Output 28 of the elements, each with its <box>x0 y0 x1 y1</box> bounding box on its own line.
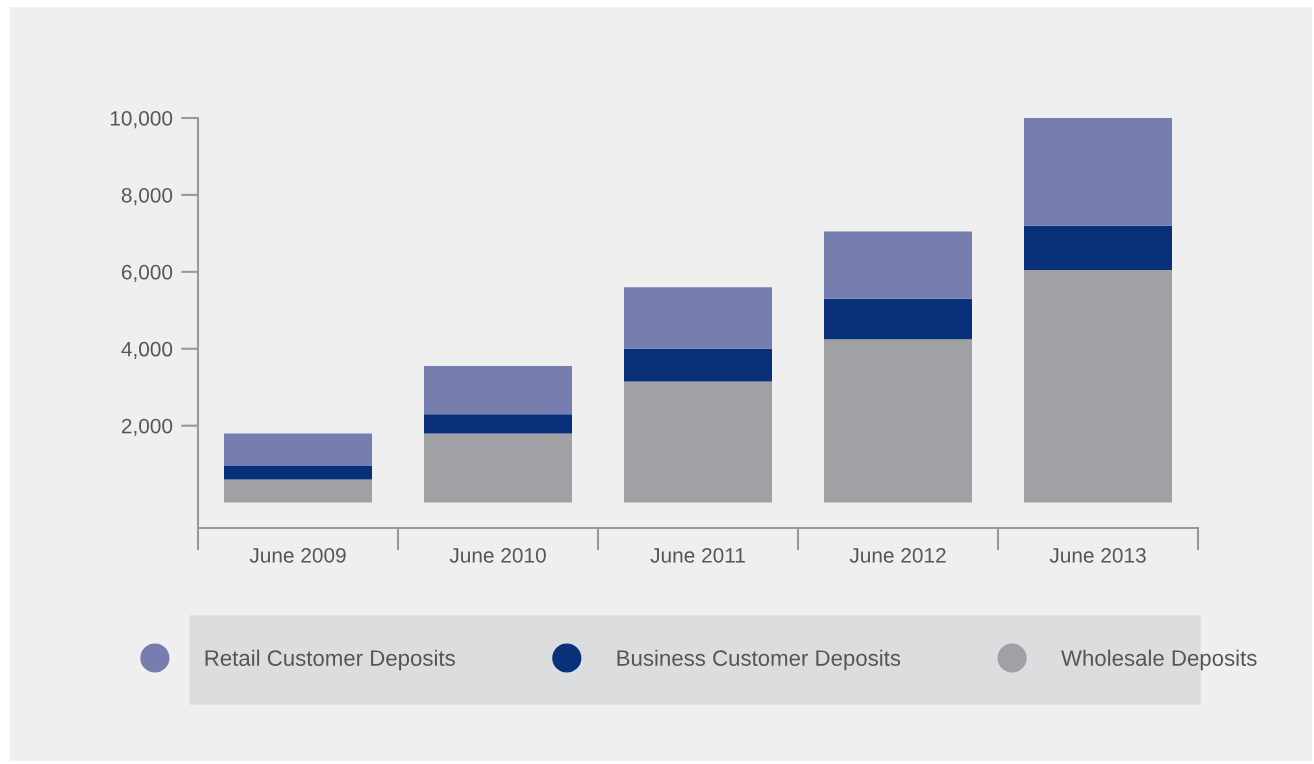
bar <box>824 231 972 299</box>
bar <box>1024 118 1172 226</box>
bar <box>224 433 372 467</box>
y-tick-label: 10,000 <box>110 111 173 129</box>
bar <box>224 466 372 480</box>
bar <box>424 366 572 415</box>
x-tick-label: June 2011 <box>650 547 745 563</box>
bar <box>1024 269 1172 503</box>
bar <box>424 433 572 503</box>
y-tick-label: 8,000 <box>121 187 173 206</box>
bar <box>424 414 572 434</box>
bar <box>624 287 772 349</box>
x-tick-label: June 2012 <box>849 547 946 563</box>
legend-label: Business Customer Deposits <box>617 649 901 671</box>
x-tick-label: June 2013 <box>1049 547 1146 563</box>
y-tick-label: 6,000 <box>121 264 173 283</box>
legend-label: Retail Customer Deposits <box>205 649 455 671</box>
bar <box>824 339 972 503</box>
y-tick-label: 2,000 <box>121 418 173 436</box>
bar <box>624 381 772 503</box>
bar <box>1024 225 1172 270</box>
x-tick-label: June 2010 <box>449 547 546 563</box>
bar <box>624 348 772 382</box>
bar <box>824 298 972 340</box>
bar <box>224 479 372 503</box>
y-tick-label: 4,000 <box>121 341 173 359</box>
legend-label: Wholesale Deposits <box>1061 649 1257 671</box>
x-tick-label: June 2009 <box>249 547 346 563</box>
